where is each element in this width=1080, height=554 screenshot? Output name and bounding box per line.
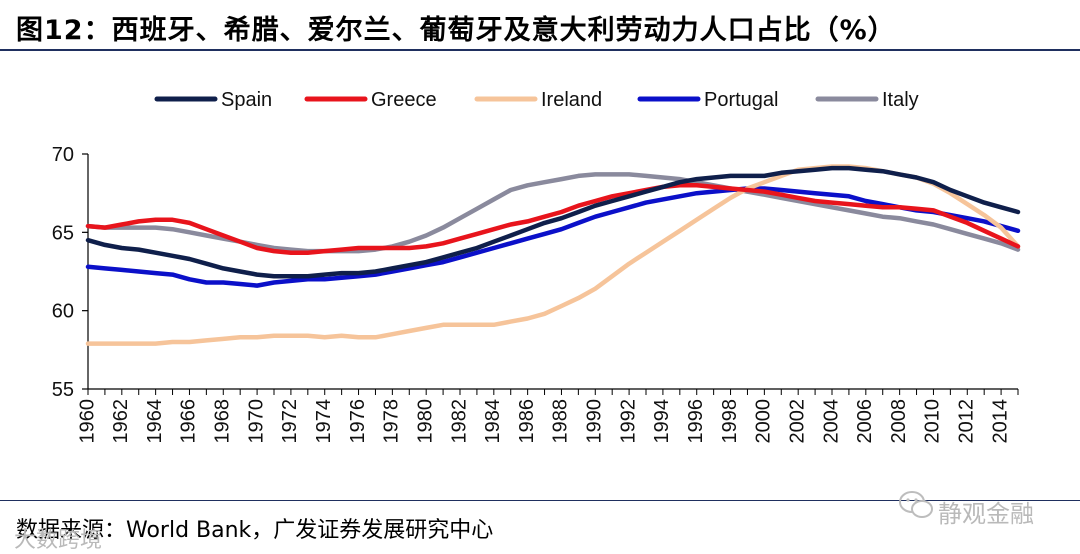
axes: [82, 153, 1019, 395]
series-lines: [85, 164, 1021, 346]
x-tick-label: 1988: [550, 399, 572, 444]
x-tick-label: 2002: [786, 399, 808, 444]
y-tick-label: 60: [52, 301, 74, 323]
legend-label-ireland: Ireland: [541, 89, 602, 111]
series-line-ireland: [85, 164, 1021, 346]
x-tick-label: 1972: [279, 399, 301, 444]
series-line-portugal: [85, 186, 1021, 288]
x-tick-label: 2010: [922, 399, 944, 444]
x-tick-label: 1998: [719, 399, 741, 444]
y-tick-label: 70: [52, 144, 74, 166]
x-tick-label: 2012: [956, 399, 978, 444]
x-axis-labels: 1960 1962 1964 1966 1968 1970 1972 1974 1976 1978…: [76, 399, 1011, 444]
y-axis-labels: 55 60 65 70: [52, 144, 74, 401]
x-tick-label: 1968: [212, 399, 234, 444]
x-tick-label: 1970: [245, 399, 267, 444]
x-tick-label: 1992: [617, 399, 639, 444]
x-tick-label: 1980: [414, 399, 436, 444]
y-tick-label: 65: [52, 222, 74, 244]
x-tick-label: 1976: [347, 399, 369, 444]
legend-label-greece: Greece: [371, 89, 437, 111]
legend-label-spain: Spain: [221, 89, 272, 111]
x-tick-label: 2006: [854, 399, 876, 444]
line-chart: Spain Greece Ireland Portugal Italy 1960 1962…: [52, 89, 1021, 444]
x-tick-label: 1984: [482, 399, 504, 444]
data-source: 数据来源：World Bank，广发证券发展研究中心: [16, 518, 494, 543]
watermark-right: 静观金融: [938, 500, 1034, 528]
x-tick-label: 1964: [144, 399, 166, 444]
title-divider: [0, 49, 1080, 51]
series-line-greece: [85, 183, 1021, 255]
wechat-icon: [899, 491, 933, 518]
footer-divider: [0, 500, 1080, 501]
x-tick-label: 1994: [651, 399, 673, 444]
x-tick-label: 1960: [76, 399, 98, 444]
legend-label-italy: Italy: [882, 89, 919, 111]
series-line-spain: [85, 165, 1021, 279]
x-tick-label: 1974: [313, 399, 335, 444]
x-tick-label: 2004: [820, 399, 842, 444]
legend: Spain Greece Ireland Portugal Italy: [154, 89, 919, 111]
x-tick-label: 1966: [178, 399, 200, 444]
x-tick-label: 2008: [888, 399, 910, 444]
x-tick-label: 1986: [516, 399, 538, 444]
x-tick-label: 1990: [584, 399, 606, 444]
watermark-left: 大数跨境: [14, 528, 103, 553]
x-tick-label: 1996: [685, 399, 707, 444]
x-tick-label: 1982: [448, 399, 470, 444]
y-tick-label: 55: [52, 379, 74, 401]
x-tick-label: 2014: [989, 399, 1011, 444]
chart-title: 图12：西班牙、希腊、爱尔兰、葡萄牙及意大利劳动力人口占比（%）: [16, 15, 896, 46]
x-tick-label: 1978: [381, 399, 403, 444]
legend-label-portugal: Portugal: [704, 89, 779, 111]
x-tick-label: 1962: [110, 399, 132, 444]
x-tick-label: 2000: [753, 399, 775, 444]
